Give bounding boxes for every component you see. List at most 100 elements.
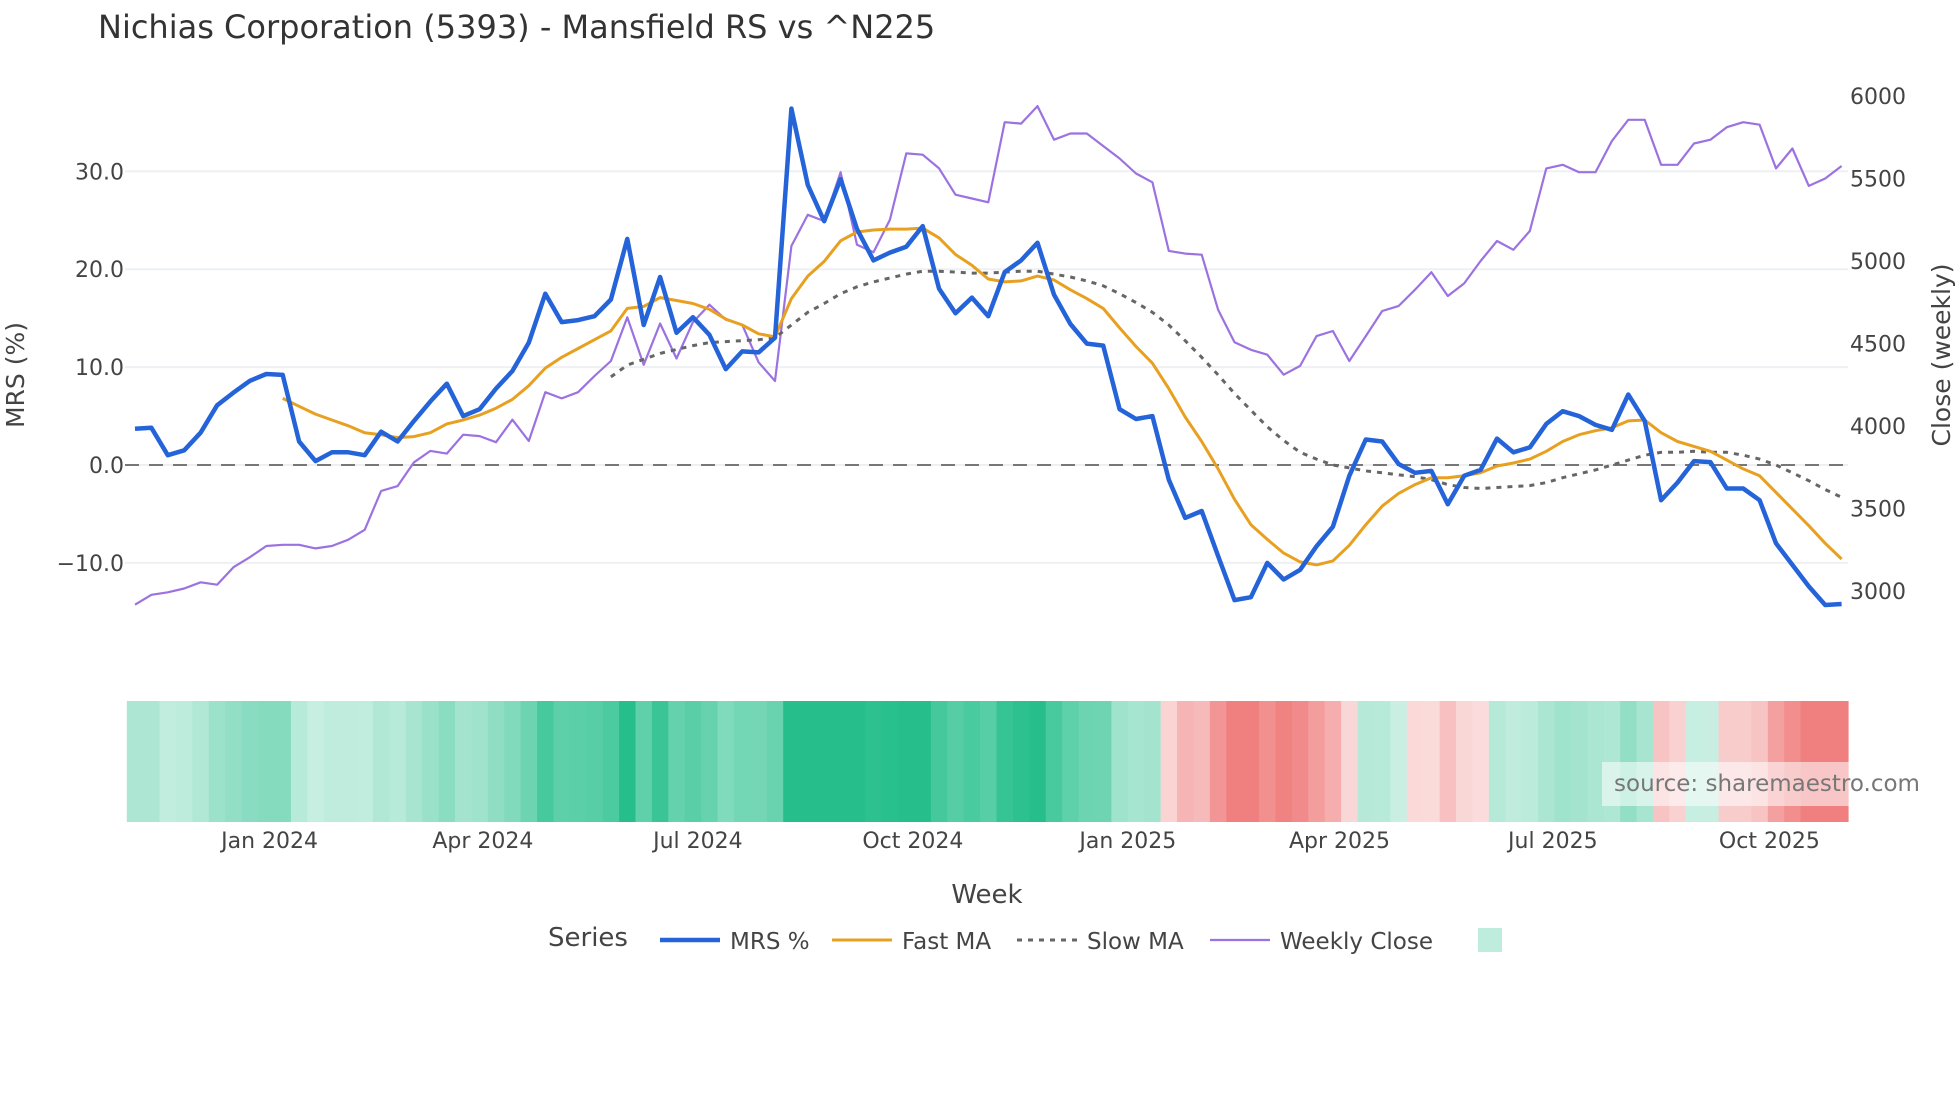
heatmap-cell (668, 701, 686, 822)
x-tick-label: Jul 2024 (651, 829, 743, 854)
heatmap-cell (947, 701, 965, 822)
heatmap-cell (1226, 701, 1244, 822)
y2-tick-label: 6000 (1850, 85, 1906, 110)
heatmap-cell (1308, 701, 1326, 822)
x-tick-label: Apr 2024 (432, 829, 533, 854)
heatmap-cell (651, 701, 669, 822)
heatmap-cell (799, 701, 817, 822)
x-tick-label: Jul 2025 (1506, 829, 1598, 854)
heatmap-cell (372, 701, 390, 822)
heatmap-cell (1488, 701, 1506, 822)
heatmap-cell (980, 701, 998, 822)
heatmap-cell (832, 701, 850, 822)
heatmap-cell (766, 701, 784, 822)
heatmap-cell (438, 701, 456, 822)
mrs-line (134, 106, 1842, 608)
heatmap-cell (290, 701, 308, 822)
heatmap-cell (1193, 701, 1211, 822)
y2-axis-title: Close (weekly) (1927, 264, 1956, 447)
heatmap-cell (520, 701, 538, 822)
y-tick-label: 10.0 (75, 356, 124, 381)
heatmap-cell (848, 701, 866, 822)
heatmap-cell (389, 701, 407, 822)
heatmap-cell (1242, 701, 1260, 822)
y2-tick-label: 4500 (1850, 333, 1906, 358)
heatmap-cell (258, 701, 276, 822)
heatmap-cell (208, 701, 226, 822)
heatmap-cell (1078, 701, 1096, 822)
heatmap-cell (783, 701, 801, 822)
heatmap-cell (422, 701, 440, 822)
heatmap-cell (487, 701, 505, 822)
heatmap-cell (1538, 701, 1556, 822)
heatmap-cell (1472, 701, 1490, 822)
heatmap-cell (701, 701, 719, 822)
heatmap-cell (1373, 701, 1391, 822)
heatmap-cell (1111, 701, 1129, 822)
legend-label: Fast MA (902, 929, 991, 955)
y2-tick-label: 3500 (1850, 498, 1906, 523)
heatmap-cell (898, 701, 916, 822)
heatmap-cell (586, 701, 604, 822)
heatmap-cell (504, 701, 522, 822)
heatmap-cell (1045, 701, 1063, 822)
heatmap-cell (619, 701, 637, 822)
heatmap-cell (1423, 701, 1441, 822)
heatmap-cell (1341, 701, 1359, 822)
y2-tick-label: 4000 (1850, 415, 1906, 440)
heatmap-cell (1012, 701, 1030, 822)
y-tick-label: 0.0 (89, 454, 124, 479)
heatmap-cell (1570, 701, 1588, 822)
heatmap-cell (356, 701, 374, 822)
heatmap-cell (340, 701, 358, 822)
heatmap-cell (307, 701, 325, 822)
heatmap-cell (930, 701, 948, 822)
heatmap-cell (143, 701, 161, 822)
heatmap-cell (225, 701, 243, 822)
y2-tick-label: 5500 (1850, 168, 1906, 193)
y-tick-label: 20.0 (75, 258, 124, 283)
heatmap-cell (1554, 701, 1572, 822)
heatmap-cell (1062, 701, 1080, 822)
slow-ma-line (610, 269, 1843, 499)
heatmap-cell (1324, 701, 1342, 822)
source-watermark: source: sharemaestro.com (1602, 762, 1932, 806)
heatmap-cell (1094, 701, 1112, 822)
heatmap-cell (865, 701, 883, 822)
heatmap-cell (602, 701, 620, 822)
heatmap-cell (914, 701, 932, 822)
heatmap-cell (1521, 701, 1539, 822)
fast-ma-line (282, 226, 1843, 567)
heatmap-cell (159, 701, 177, 822)
heatmap-cell (963, 701, 981, 822)
heatmap-cell (274, 701, 292, 822)
legend-label: MRS % (730, 929, 810, 955)
x-tick-label: Jan 2024 (219, 829, 318, 854)
legend-label: Weekly Close (1280, 929, 1433, 955)
heatmap-cell (1127, 701, 1145, 822)
heatmap-cell (1160, 701, 1178, 822)
heatmap-cell (1587, 701, 1605, 822)
y-tick-label: 30.0 (75, 160, 124, 185)
x-tick-label: Oct 2024 (862, 829, 963, 854)
heatmap-cell (750, 701, 768, 822)
heatmap-strip (126, 701, 1849, 822)
heatmap-cell (635, 701, 653, 822)
heatmap-cell (1406, 701, 1424, 822)
heatmap-cell (684, 701, 702, 822)
y2-tick-label: 5000 (1850, 250, 1906, 275)
heatmap-cell (733, 701, 751, 822)
y-axis-title: MRS (%) (1, 322, 30, 428)
legend: Series MRS % Fast MA Slow MA Weekly Close (548, 923, 1502, 955)
heatmap-cell (323, 701, 341, 822)
legend-label: Slow MA (1087, 929, 1184, 955)
heatmap-cell (537, 701, 555, 822)
heatmap-cell (1275, 701, 1293, 822)
heatmap-cell (881, 701, 899, 822)
heatmap-cell (241, 701, 259, 822)
heatmap-cell (816, 701, 834, 822)
heatmap-cell (1505, 701, 1523, 822)
heatmap-cell (405, 701, 423, 822)
legend-title: Series (548, 923, 628, 953)
